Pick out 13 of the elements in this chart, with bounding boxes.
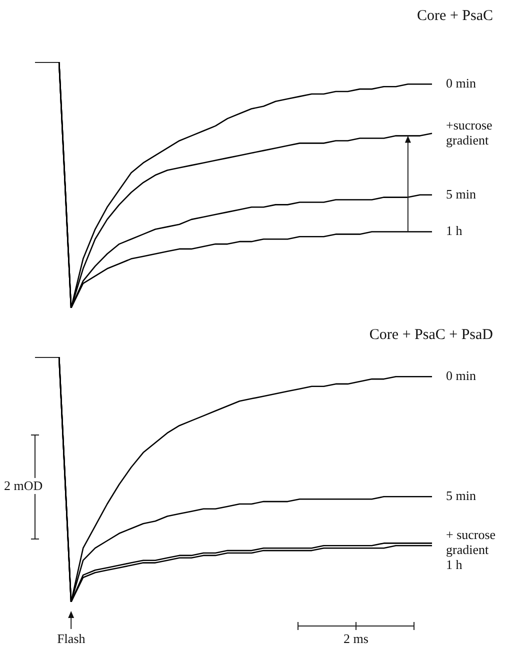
annotation: 2 mOD: [4, 478, 43, 494]
chart-title: Core + PsaC + PsaD: [369, 327, 493, 344]
series-label: 1 h: [446, 557, 463, 572]
series-label: 0 min: [446, 76, 476, 91]
chart-title: Core + PsaC: [417, 8, 493, 25]
series-label: 5 min: [446, 488, 476, 504]
text: 2 ms: [344, 631, 368, 647]
series-label: 0 min: [446, 368, 476, 384]
series-label: +sucrose gradient: [446, 117, 493, 148]
series-label: + sucrose gradient: [446, 527, 496, 558]
series-label: 5 min: [446, 186, 476, 202]
series-label: 1 h: [446, 223, 463, 238]
text: Flash: [57, 631, 86, 647]
